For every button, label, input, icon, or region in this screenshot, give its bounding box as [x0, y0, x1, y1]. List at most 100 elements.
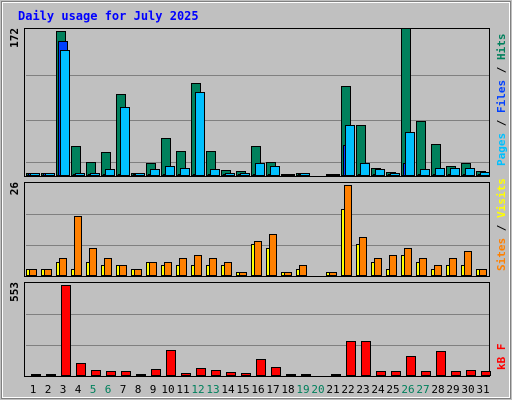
bar-kb-f-day-4	[76, 363, 86, 376]
x-tick-label-day-9: 9	[150, 383, 157, 396]
frame-bevel-dark	[1, 1, 511, 399]
legend-sep-1: /	[495, 119, 508, 126]
bar-pages-day-24	[375, 169, 385, 176]
bar-sites-day-3	[59, 258, 67, 276]
bar-sites-day-31	[479, 269, 487, 276]
x-tick-label-day-10: 10	[161, 383, 174, 396]
bar-kb-f-day-10	[166, 350, 176, 376]
legend-sep-3: /	[495, 224, 508, 231]
bar-kb-f-day-6	[106, 371, 116, 376]
bar-sites-day-6	[104, 258, 112, 276]
bar-kb-f-day-7	[121, 371, 131, 376]
legend-pages: Pages	[495, 133, 508, 166]
bar-kb-f-day-17	[271, 367, 281, 376]
x-tick-label-day-2: 2	[45, 383, 52, 396]
bar-sites-day-14	[224, 262, 232, 276]
svg-text:Pages / Files: Pages / Files / Hits	[495, 34, 508, 167]
bar-kb-f-day-15	[241, 373, 251, 376]
bar-pages-day-29	[450, 168, 460, 176]
legend-visits: Visits	[495, 178, 508, 218]
bar-kb-f-day-29	[451, 371, 461, 376]
bar-sites-day-29	[449, 258, 457, 276]
bar-kb-f-day-25	[391, 371, 401, 376]
bar-layer	[26, 28, 491, 376]
x-axis-labels: 1 2 3 4 5 6 7 8 9 10 11 12 13 14 15 16 17 18 19 20 21 22 23 24 2…	[30, 383, 490, 396]
x-tick-label-day-29: 29	[446, 383, 459, 396]
bar-kb-f-day-26	[406, 356, 416, 376]
bar-kb-f-day-24	[376, 371, 386, 376]
bar-kb-f-day-14	[226, 372, 236, 376]
bar-kb-f-day-28	[436, 351, 446, 376]
bar-sites-day-12	[194, 255, 202, 276]
bar-pages-day-2	[45, 173, 55, 176]
bar-pages-day-15	[240, 173, 250, 176]
bar-kb-f-day-21	[331, 374, 341, 376]
legend-sites: Sites	[495, 238, 508, 271]
bar-sites-day-8	[134, 269, 142, 276]
bar-sites-day-28	[434, 265, 442, 276]
bar-kb-f-day-30	[466, 370, 476, 376]
bar-kb-f-day-18	[286, 374, 296, 376]
bar-sites-day-18	[284, 272, 292, 276]
scale-label-bot: 553	[8, 282, 21, 302]
bar-sites-day-23	[359, 237, 367, 276]
x-tick-label-day-24: 24	[371, 383, 385, 396]
legend-kbytes: kB F	[495, 344, 508, 371]
bar-kb-f-day-31	[481, 371, 491, 376]
bar-pages-day-22	[345, 125, 355, 176]
chart-title: Daily usage for July 2025	[18, 9, 199, 23]
x-tick-label-day-4: 4	[75, 383, 82, 396]
bar-kb-f-day-23	[361, 341, 371, 376]
bar-pages-day-31	[480, 172, 490, 176]
x-tick-label-day-11: 11	[176, 383, 189, 396]
x-tick-label-day-21: 21	[326, 383, 339, 396]
bar-sites-day-11	[179, 258, 187, 276]
bar-sites-day-13	[209, 258, 217, 276]
x-tick-label-day-8: 8	[135, 383, 142, 396]
bar-pages-day-13	[210, 169, 220, 176]
bar-pages-day-26	[405, 132, 415, 176]
legend-hits: Hits	[495, 34, 508, 61]
scale-label-top: 172	[8, 28, 21, 48]
bar-sites-day-5	[89, 248, 97, 276]
bar-hits-day-4	[71, 146, 81, 176]
bar-sites-day-19	[299, 265, 307, 276]
bar-kb-f-day-11	[181, 373, 191, 376]
bar-pages-day-1	[30, 173, 40, 176]
x-tick-label-day-1: 1	[30, 383, 37, 396]
bar-pages-day-11	[180, 168, 190, 176]
bar-pages-day-9	[150, 169, 160, 176]
bar-sites-day-30	[464, 251, 472, 276]
svg-text:Sites / Visits: Sites / Visits	[495, 178, 508, 271]
scale-label-mid: 26	[8, 182, 21, 196]
bar-kb-f-day-3	[61, 285, 71, 376]
x-tick-label-day-19: 19	[296, 383, 309, 396]
x-tick-label-day-13: 13	[206, 383, 219, 396]
legend-top: Pages / Files / Hits	[495, 34, 508, 167]
bar-kb-f-day-1	[31, 374, 41, 376]
bar-pages-day-14	[225, 173, 235, 176]
x-tick-label-day-14: 14	[221, 383, 235, 396]
x-tick-label-day-6: 6	[105, 383, 112, 396]
x-tick-label-day-16: 16	[251, 383, 264, 396]
bar-sites-day-15	[239, 272, 247, 276]
x-tick-label-day-23: 23	[356, 383, 369, 396]
bar-sites-day-17	[269, 234, 277, 276]
legend-mid: Sites / Visits	[495, 178, 508, 271]
bar-kb-f-day-22	[346, 341, 356, 376]
bar-kb-f-day-12	[196, 368, 206, 376]
legend-sep-2: /	[495, 66, 508, 73]
bar-kb-f-day-9	[151, 369, 161, 376]
bar-pages-day-16	[255, 163, 265, 176]
bar-kb-f-day-13	[211, 370, 221, 376]
bar-pages-day-27	[420, 169, 430, 176]
x-tick-label-day-17: 17	[266, 383, 279, 396]
bar-pages-day-3	[60, 50, 70, 176]
frame-bevel-light	[2, 2, 510, 398]
bar-sites-day-26	[404, 248, 412, 276]
bar-hits-day-27	[416, 121, 426, 176]
bar-sites-day-16	[254, 241, 262, 276]
bar-pages-day-25	[390, 173, 400, 176]
bar-pages-day-28	[435, 168, 445, 176]
bar-sites-day-1	[29, 269, 37, 276]
